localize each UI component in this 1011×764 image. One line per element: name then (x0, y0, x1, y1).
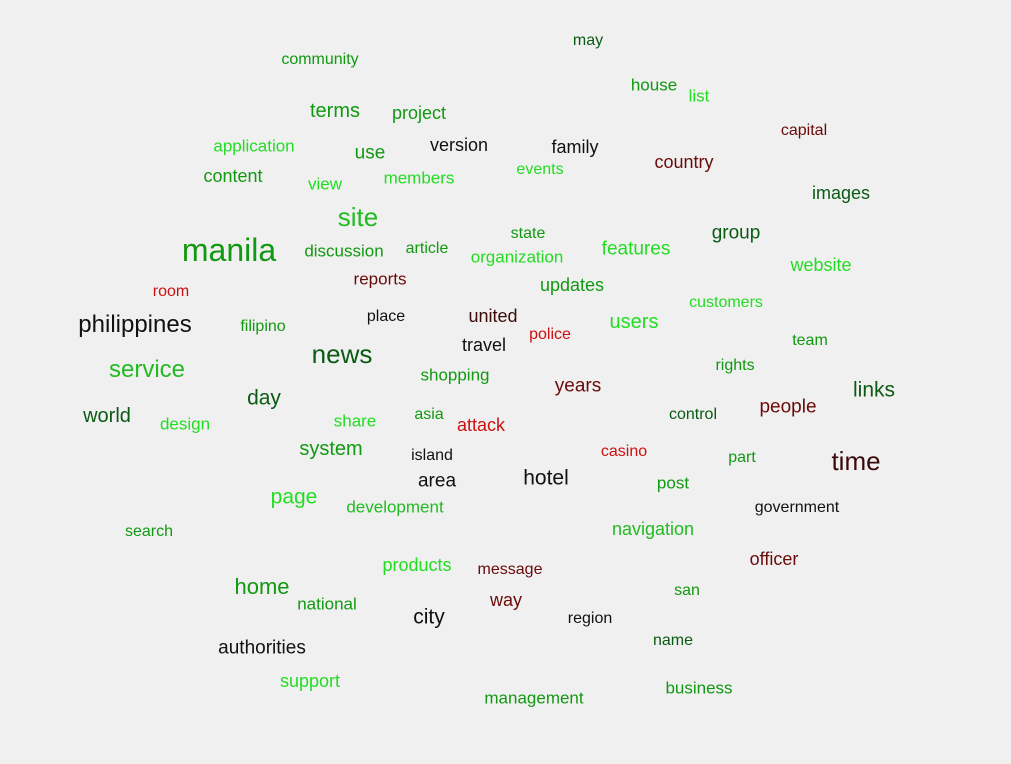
word-philippines: philippines (78, 311, 192, 338)
word-part: part (728, 449, 756, 466)
word-asia: asia (414, 406, 444, 423)
word-place: place (366, 308, 406, 325)
word-hotel: hotel (523, 466, 569, 490)
word-team: team (792, 332, 828, 349)
word-users: users (609, 311, 659, 333)
word-updates: updates (539, 275, 605, 295)
word-group: group (711, 222, 761, 244)
word-use: use (354, 142, 386, 164)
word-business: business (665, 678, 733, 698)
word-view: view (307, 174, 343, 194)
word-search: search (124, 523, 174, 540)
word-island: island (411, 447, 453, 464)
word-united: united (468, 306, 518, 326)
word-area: area (417, 470, 457, 492)
word-design: design (159, 414, 211, 434)
word-community: community (281, 51, 359, 68)
word-products: products (382, 555, 452, 575)
word-way: way (489, 590, 523, 610)
word-features: features (601, 238, 671, 260)
word-house: house (630, 75, 678, 95)
word-support: support (279, 671, 341, 691)
word-day: day (247, 386, 281, 410)
word-organization: organization (470, 247, 564, 267)
word-home: home (234, 574, 290, 599)
word-members: members (383, 168, 455, 188)
word-system: system (299, 438, 363, 460)
word-post: post (656, 473, 690, 493)
word-images: images (811, 183, 871, 203)
word-management: management (484, 688, 584, 708)
word-room: room (152, 283, 190, 300)
word-links: links (852, 378, 896, 402)
word-content: content (203, 166, 263, 186)
word-project: project (391, 103, 447, 123)
word-time: time (831, 446, 881, 476)
word-version: version (429, 135, 489, 155)
word-manila: manila (181, 232, 277, 268)
word-customers: customers (689, 294, 763, 311)
word-rights: rights (715, 357, 755, 374)
word-share: share (333, 411, 377, 431)
word-years: years (554, 375, 602, 397)
word-may: may (572, 32, 604, 49)
word-authorities: authorities (218, 637, 306, 659)
word-attack: attack (456, 415, 506, 435)
word-national: national (297, 594, 357, 614)
word-terms: terms (310, 100, 360, 122)
word-police: police (529, 326, 571, 343)
word-capital: capital (780, 122, 828, 139)
word-website: website (790, 255, 852, 275)
word-casino: casino (600, 443, 648, 460)
word-travel: travel (461, 335, 507, 355)
word-application: application (213, 136, 295, 156)
word-people: people (759, 396, 817, 418)
word-message: message (477, 561, 543, 578)
word-page: page (270, 485, 318, 509)
word-family: family (551, 137, 599, 157)
word-region: region (567, 610, 613, 627)
word-navigation: navigation (611, 519, 695, 539)
word-news: news (311, 339, 373, 369)
word-name: name (652, 632, 694, 649)
word-service: service (108, 356, 186, 383)
word-list: list (688, 86, 710, 106)
word-filipino: filipino (240, 318, 286, 335)
word-san: san (674, 582, 700, 599)
word-events: events (516, 161, 564, 178)
word-development: development (346, 497, 444, 517)
word-article: article (405, 240, 449, 257)
word-site: site (337, 202, 379, 232)
word-country: country (654, 152, 714, 172)
word-discussion: discussion (304, 241, 384, 261)
word-shopping: shopping (420, 365, 490, 385)
word-city: city (413, 605, 445, 629)
word-officer: officer (749, 549, 799, 569)
word-reports: reports (353, 269, 407, 289)
word-world: world (83, 405, 131, 427)
word-government: government (754, 499, 840, 516)
word-control: control (668, 406, 718, 423)
word-state: state (510, 225, 546, 242)
